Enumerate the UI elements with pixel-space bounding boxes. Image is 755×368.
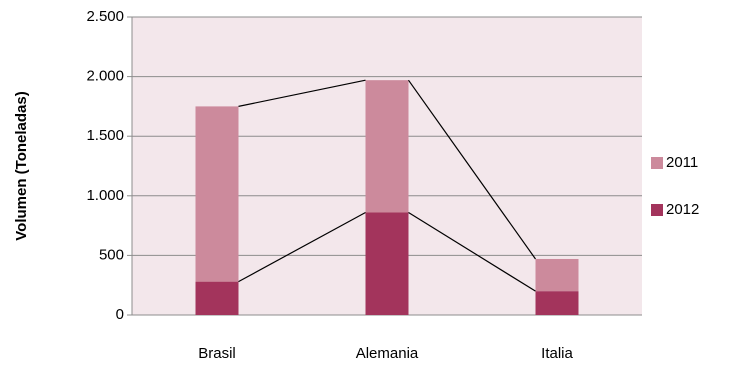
bar-segment <box>535 258 579 292</box>
bar-segment <box>365 80 409 213</box>
bar-segment <box>195 281 239 315</box>
y-tick-label: 0 <box>116 306 124 323</box>
x-tick-label: Italia <box>541 345 573 362</box>
legend-swatch <box>651 157 663 169</box>
series-line <box>408 211 536 292</box>
x-tick-label: Brasil <box>198 345 236 362</box>
series-line <box>408 79 536 260</box>
bar-segment <box>195 106 239 282</box>
x-tick-label: Alemania <box>356 345 419 362</box>
y-tick-label: 1.500 <box>86 127 124 144</box>
series-line <box>238 211 366 283</box>
legend-label: 2011 <box>666 154 698 171</box>
y-tick-label: 500 <box>99 246 124 263</box>
legend-label: 2012 <box>666 201 699 218</box>
y-tick-label: 2.000 <box>86 68 124 85</box>
y-tick-label: 2.500 <box>86 8 124 25</box>
series-line <box>238 79 366 107</box>
legend-swatch <box>651 204 663 216</box>
bar-segment <box>365 212 409 315</box>
y-axis-title: Volumen (Toneladas) <box>13 91 30 240</box>
bar-segment <box>535 291 579 315</box>
y-tick-label: 1.000 <box>86 187 124 204</box>
